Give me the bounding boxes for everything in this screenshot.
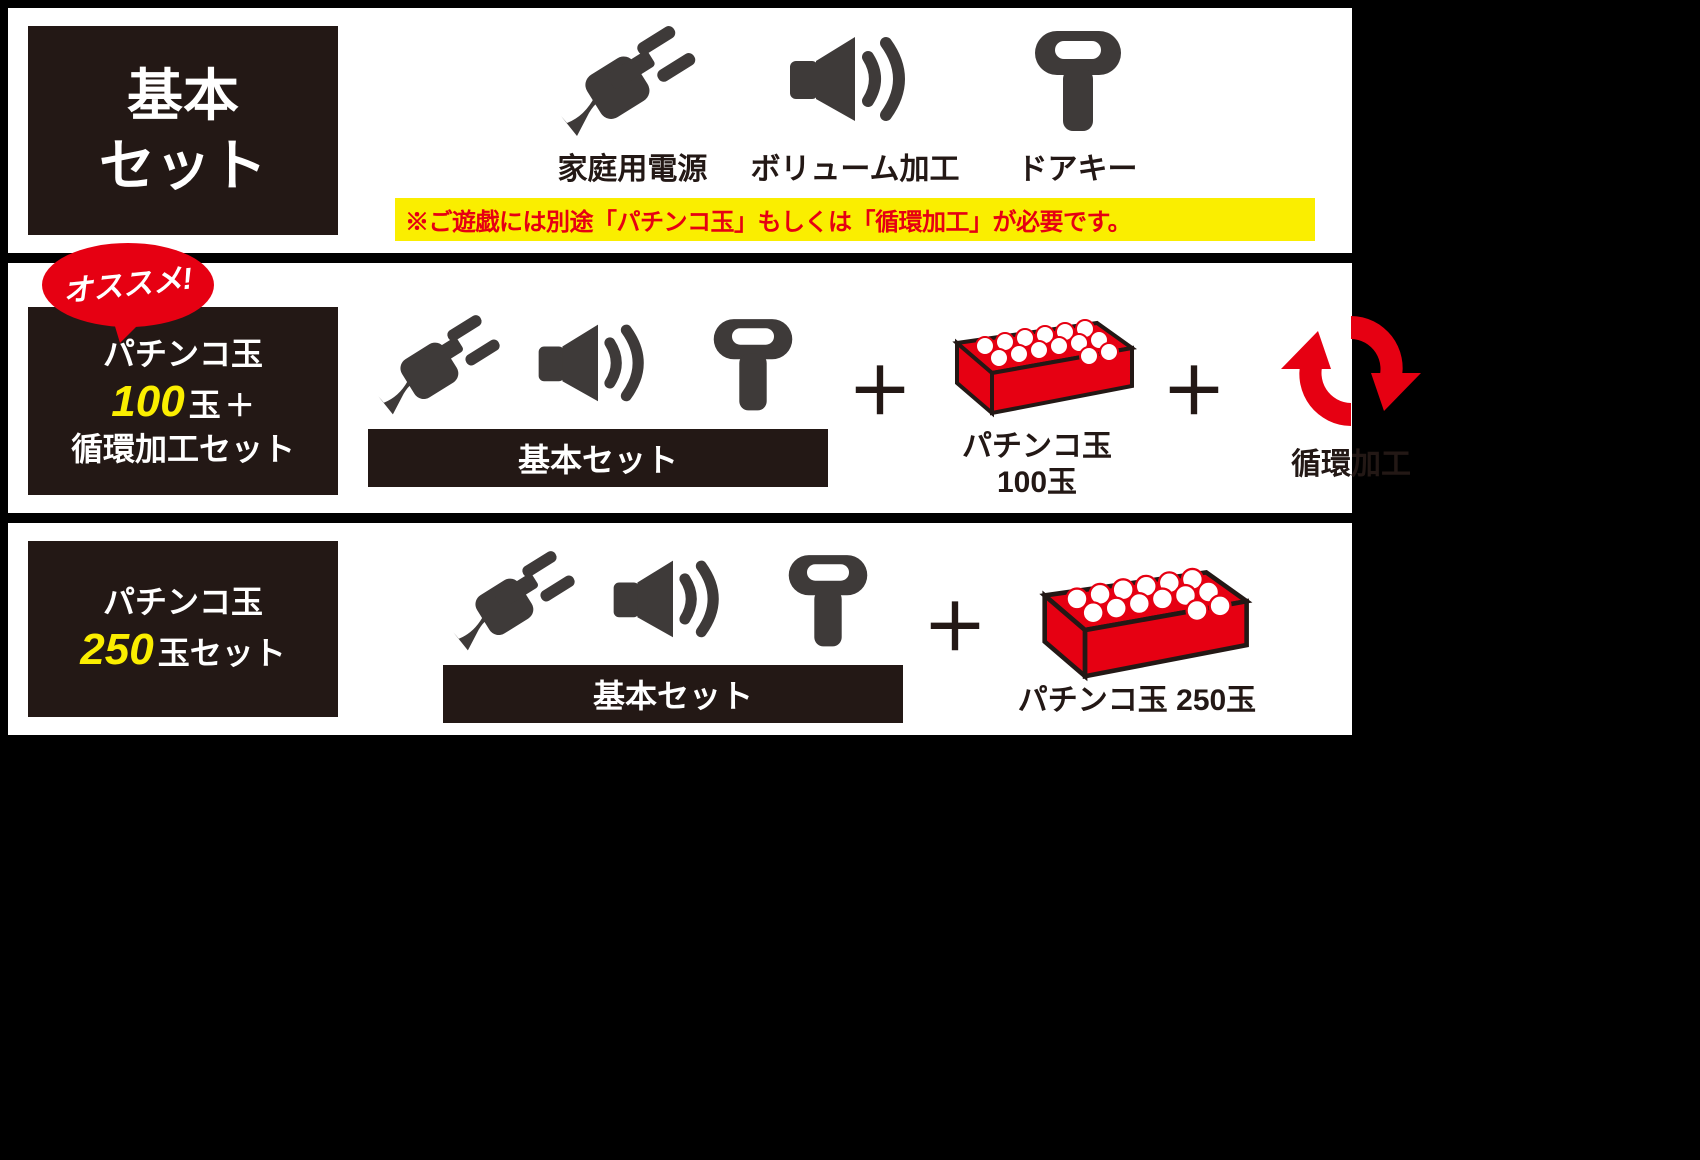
set-row-250: パチンコ玉 250玉セット 基本セット xyxy=(8,523,1352,735)
title-line: 250玉セット xyxy=(80,622,285,677)
basic-icons xyxy=(371,297,826,427)
title-line: 100玉＋ xyxy=(111,374,254,429)
feature-volume: ボリューム加工 xyxy=(750,18,959,188)
bundle-row: 基本セット ＋ xyxy=(443,533,1267,723)
basic-set-label: 基本セット xyxy=(368,429,828,487)
caption: 循環加工 xyxy=(1291,447,1411,483)
caption: ボリューム加工 xyxy=(750,144,959,188)
basic-set-label: 基本セット xyxy=(443,665,903,723)
set-title-basic: 基本 セット xyxy=(28,26,338,235)
plus-icon: ＋ xyxy=(923,596,987,660)
badge-text: オススメ! xyxy=(34,234,223,344)
icon-row: 家庭用電源 ボリューム加工 xyxy=(552,18,1157,188)
speaker-icon xyxy=(526,305,671,420)
recommended-badge: オススメ! xyxy=(38,243,218,343)
title-line: パチンコ玉 xyxy=(103,582,263,622)
ball-box-icon xyxy=(932,283,1142,423)
feature-power: 家庭用電源 xyxy=(552,18,712,188)
speaker-icon xyxy=(775,18,935,138)
caption: ドアキー xyxy=(1018,144,1138,188)
basic-set-group: 基本セット xyxy=(368,297,828,487)
basic-set-group: 基本セット xyxy=(443,533,903,723)
title-line: 基本 xyxy=(127,61,239,131)
row-content: 家庭用電源 ボリューム加工 xyxy=(358,8,1352,253)
set-row-basic: 基本 セット 家庭用電源 xyxy=(8,8,1352,253)
ball-box-icon xyxy=(1007,537,1267,677)
key-icon xyxy=(756,541,901,656)
title-count: 250 xyxy=(80,625,157,674)
basic-icons xyxy=(446,533,901,663)
plug-icon xyxy=(446,541,591,656)
row-content: 基本セット ＋ xyxy=(358,273,1466,513)
cycle-icon xyxy=(1246,301,1456,441)
plus-icon: ＋ xyxy=(1162,360,1226,424)
caption: パチンコ玉 250玉 xyxy=(1018,683,1256,719)
set-row-100: オススメ! パチンコ玉 100玉＋ 循環加工セット xyxy=(8,263,1352,513)
caption: パチンコ玉 100玉 xyxy=(962,429,1112,501)
bundle-row: 基本セット ＋ xyxy=(368,283,1456,501)
key-icon xyxy=(998,18,1158,138)
speaker-icon xyxy=(601,541,746,656)
addon-cycle: 循環加工 xyxy=(1246,301,1456,483)
title-count: 100 xyxy=(111,377,188,426)
addon-balls-250: パチンコ玉 250玉 xyxy=(1007,537,1267,719)
plug-icon xyxy=(552,18,712,138)
row-content: 基本セット ＋ xyxy=(358,523,1352,735)
addon-balls: パチンコ玉 100玉 xyxy=(932,283,1142,501)
set-title-250: パチンコ玉 250玉セット xyxy=(28,541,338,717)
notice-bar: ※ご遊戯には別途「パチンコ玉」もしくは「循環加工」が必要です。 xyxy=(395,198,1315,241)
plus-icon: ＋ xyxy=(848,360,912,424)
plug-icon xyxy=(371,305,516,420)
title-line: セット xyxy=(99,131,267,201)
caption: 家庭用電源 xyxy=(557,144,707,188)
title-line: 循環加工セット xyxy=(71,429,295,469)
key-icon xyxy=(681,305,826,420)
feature-key: ドアキー xyxy=(998,18,1158,188)
